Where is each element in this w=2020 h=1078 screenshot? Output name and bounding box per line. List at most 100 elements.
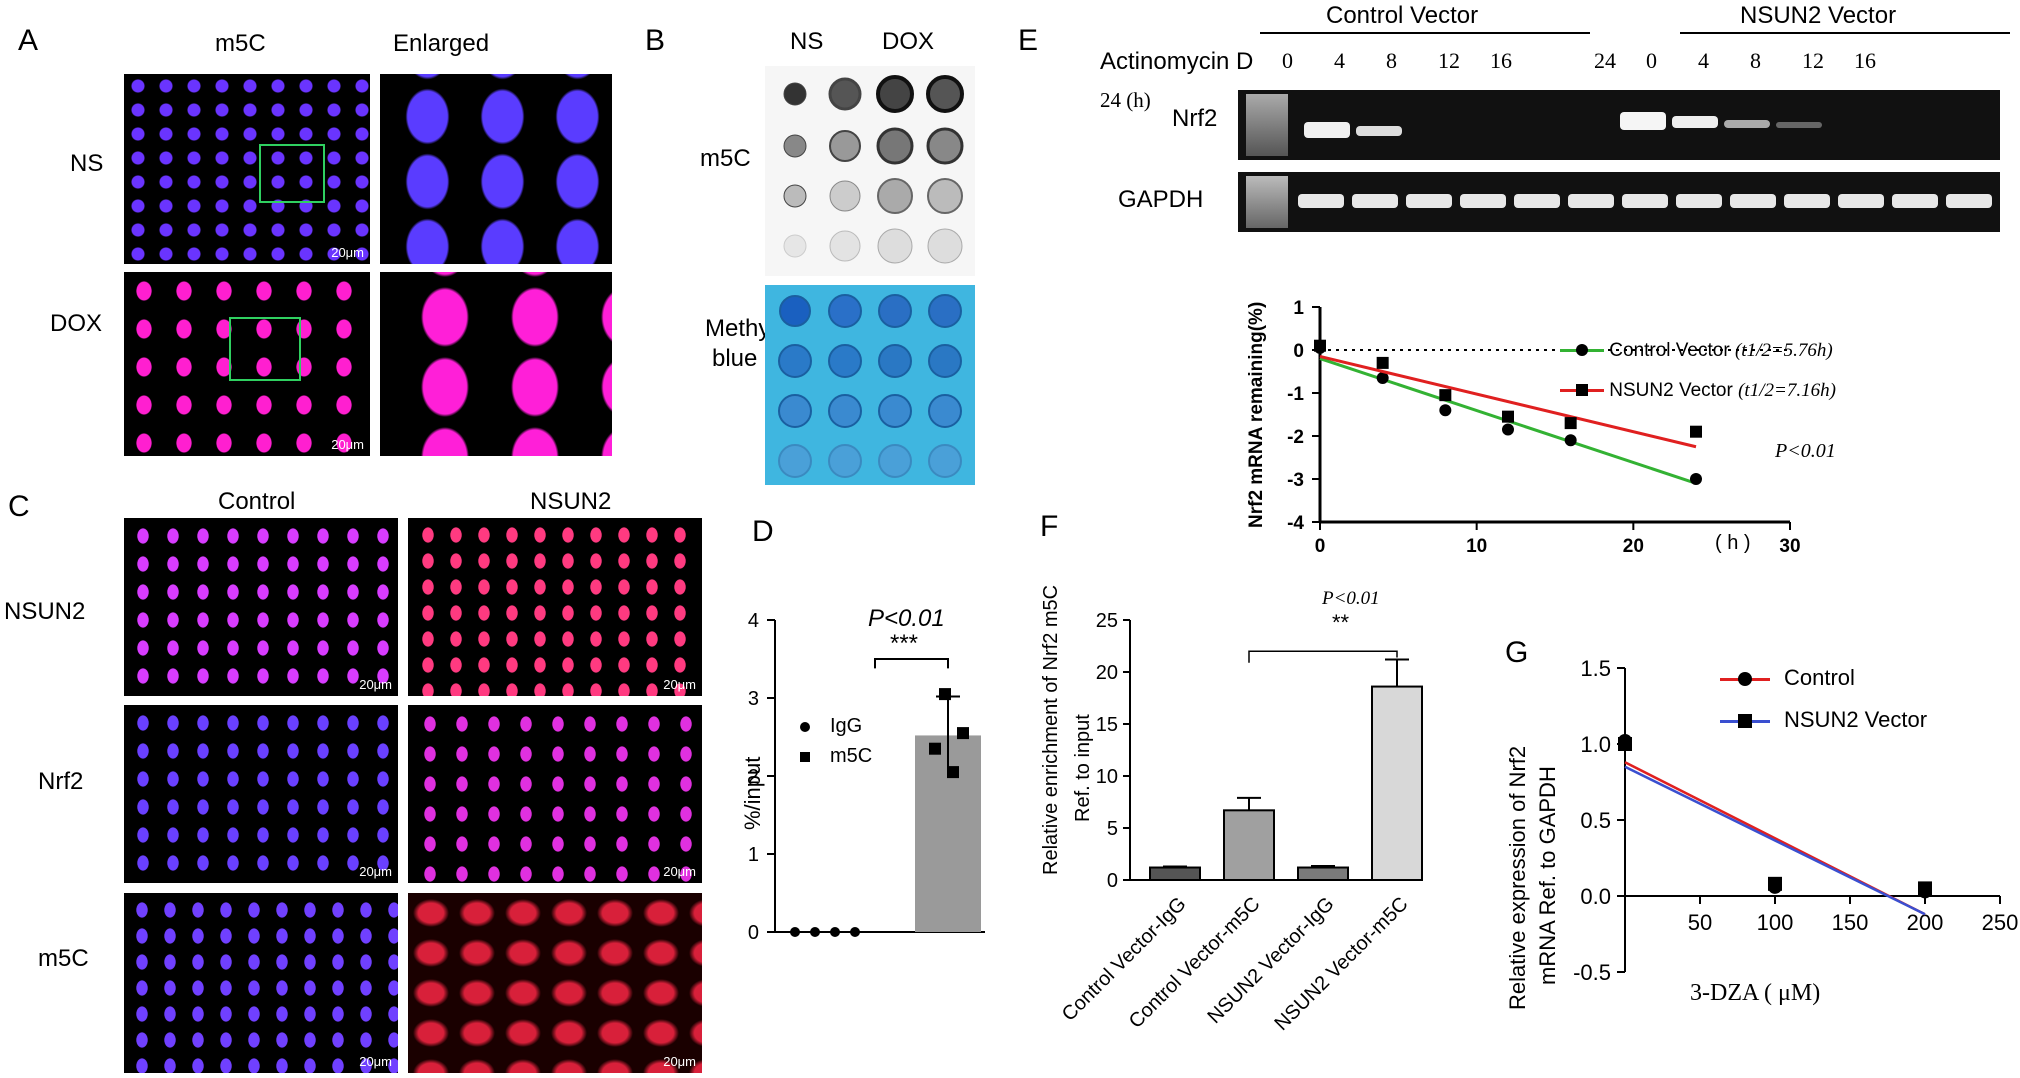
data-point bbox=[1564, 434, 1577, 447]
band bbox=[1892, 194, 1938, 208]
data-point bbox=[1376, 356, 1389, 369]
band-nrf2-label: Nrf2 bbox=[1172, 105, 1218, 132]
dot-blot-m5c bbox=[765, 66, 975, 276]
scale-bar-label: 20μm bbox=[331, 437, 364, 452]
y-tick-label: 0.0 bbox=[1580, 884, 1611, 909]
chart-d-legend-m5c: m5C bbox=[800, 745, 872, 768]
scale-bar-label: 20μm bbox=[359, 677, 392, 692]
legend-nsun2-swatch bbox=[1560, 384, 1604, 397]
dot-blot-methy-blue bbox=[765, 285, 975, 485]
band bbox=[1356, 126, 1402, 136]
chart-d-legend-igg-name: IgG bbox=[830, 715, 863, 737]
panel-d-label: D bbox=[752, 515, 774, 548]
bar bbox=[1149, 866, 1201, 881]
x-tick-label: 10 bbox=[1466, 536, 1487, 557]
chart-d-legend-m5c-name: m5C bbox=[830, 745, 873, 767]
panel-a-row-dox: DOX bbox=[50, 310, 103, 337]
chart-d-stars: *** bbox=[890, 630, 919, 657]
chart-d-ptext: P<0.01 bbox=[868, 605, 945, 632]
chart-d: 0 1 2 3 4 bbox=[748, 610, 985, 940]
data-point bbox=[1439, 389, 1452, 402]
y-tick-label: -2 bbox=[1287, 427, 1304, 448]
y-tick-label: 0 bbox=[748, 922, 759, 940]
panel-c-col-control: Control bbox=[218, 488, 296, 515]
y-tick-label: 1.0 bbox=[1580, 732, 1611, 757]
panel-b-label: B bbox=[645, 24, 666, 57]
panel-b-row-methy-2: blue bbox=[712, 345, 758, 372]
legend-control-name: Control Vector bbox=[1609, 340, 1730, 361]
legend-nsun2-row: NSUN2 Vector (t1/2=7.16h) bbox=[1560, 380, 1980, 402]
legend-control-swatch bbox=[1560, 344, 1604, 357]
gel-nrf2 bbox=[1238, 90, 2000, 160]
legend-control-note: (t1/2=5.76h) bbox=[1734, 340, 1833, 361]
chart-g-legend-control: Control bbox=[1720, 665, 1855, 691]
lane-label: 24 bbox=[1594, 48, 1616, 73]
chart-g-legend-control-name: Control bbox=[1784, 665, 1855, 690]
y-tick-label: 1 bbox=[1293, 298, 1304, 319]
y-tick-label: 4 bbox=[748, 610, 759, 632]
lane-label: 0 bbox=[1646, 48, 1657, 73]
panel-f-label: F bbox=[1040, 510, 1059, 543]
y-tick-label: -0.5 bbox=[1573, 960, 1611, 985]
actinomycin-label: Actinomycin D bbox=[1100, 48, 1254, 75]
y-tick-label: 15 bbox=[1096, 714, 1118, 736]
y-tick-label: -4 bbox=[1287, 513, 1304, 534]
y-tick-label: 0 bbox=[1107, 870, 1118, 890]
legend-control-row: Control Vector (t1/2=5.76h) bbox=[1560, 340, 1980, 362]
zoom-box bbox=[259, 144, 325, 203]
chart-f-ylabel-2: Ref. to input bbox=[1072, 714, 1094, 822]
x-tick-label: 30 bbox=[1779, 536, 1800, 557]
y-tick-label: 25 bbox=[1096, 610, 1118, 632]
gel-group-line-nsun2 bbox=[1680, 32, 2010, 34]
micrograph-c-control-nsun2: 20μm bbox=[124, 518, 398, 696]
band bbox=[1672, 116, 1718, 128]
panel-a-row-ns: NS bbox=[70, 150, 104, 177]
micrograph-a-dox-enlarged bbox=[380, 272, 612, 456]
panel-e-label: E bbox=[1018, 24, 1039, 57]
m5c-point bbox=[929, 742, 941, 755]
lane-label: 12 bbox=[1802, 48, 1824, 73]
panel-c-col-nsun2: NSUN2 bbox=[530, 488, 612, 515]
micrograph-c-nsun2-m5c: 20μm bbox=[408, 893, 702, 1073]
lane-label: 12 bbox=[1438, 48, 1460, 73]
igg-point bbox=[810, 927, 820, 937]
data-point bbox=[1768, 876, 1782, 891]
lane-label: 4 bbox=[1334, 48, 1345, 73]
y-tick-label: 20 bbox=[1096, 662, 1118, 684]
lane-label: 8 bbox=[1386, 48, 1397, 73]
band bbox=[1460, 194, 1506, 208]
panel-b-row-m5c: m5C bbox=[700, 145, 751, 172]
category-label: NSUN2 Vector-IgG bbox=[1203, 893, 1339, 1029]
band-gapdh-label: GAPDH bbox=[1118, 186, 1204, 213]
bar bbox=[1297, 866, 1349, 881]
panel-b-col-ns: NS bbox=[790, 28, 824, 55]
igg-point bbox=[850, 927, 860, 937]
significance-bracket bbox=[874, 658, 949, 669]
legend-nsun2-name: NSUN2 Vector bbox=[1609, 380, 1733, 401]
lane-label: 16 bbox=[1854, 48, 1876, 73]
scale-bar-label: 20μm bbox=[663, 677, 696, 692]
chart-g: 1.51.00.50.0-0.550 100 150 200 250 bbox=[1573, 656, 2018, 985]
fit-line bbox=[1624, 765, 1926, 916]
data-point bbox=[1918, 881, 1932, 896]
lane-label: 4 bbox=[1698, 48, 1709, 73]
band bbox=[1304, 122, 1350, 138]
band bbox=[1514, 194, 1560, 208]
micrograph-c-control-m5c: 20μm bbox=[124, 893, 398, 1073]
chart-g-ylabel-1: Relative expression of Nrf2 bbox=[1505, 745, 1530, 1010]
zoom-box bbox=[229, 317, 301, 381]
micrograph-c-nsun2-nsun2: 20μm bbox=[408, 518, 702, 696]
m5c-point bbox=[939, 688, 951, 701]
chart-f: 0 5 10 15 20 25 bbox=[1096, 610, 1423, 890]
m5c-point bbox=[957, 727, 969, 740]
chart-e: 10-1-2-3-40 10 20 30 bbox=[1287, 298, 1800, 557]
chart-g-legend-nsun2-name: NSUN2 Vector bbox=[1784, 707, 1928, 732]
bar bbox=[1223, 809, 1275, 882]
data-point bbox=[1314, 339, 1326, 352]
scale-bar-label: 20μm bbox=[331, 245, 364, 260]
chart-d-ylabel: %/input bbox=[740, 756, 765, 830]
y-tick-label: 3 bbox=[748, 688, 759, 710]
data-point bbox=[1376, 371, 1389, 384]
panel-a-label: A bbox=[18, 24, 39, 57]
data-point bbox=[1690, 425, 1702, 438]
